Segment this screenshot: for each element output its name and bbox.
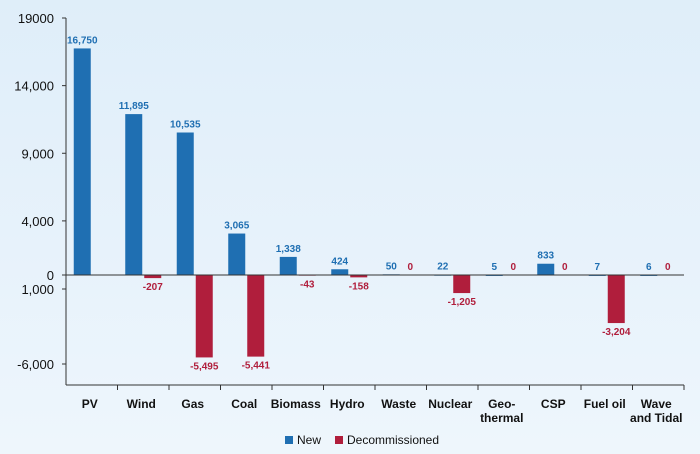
y-tick-label: 1,000 <box>21 282 54 297</box>
bar-decommissioned <box>350 275 368 278</box>
bar-decommissioned <box>195 275 213 358</box>
data-label-new: 10,535 <box>170 120 201 131</box>
data-label-new: 11,895 <box>119 101 149 112</box>
x-category-label: Hydro <box>330 397 365 411</box>
legend-label-new: New <box>297 433 321 447</box>
x-category-label: Gas <box>181 397 204 411</box>
data-label-new: 3,065 <box>224 221 249 232</box>
bar-new <box>279 256 297 275</box>
bar-new <box>73 48 91 276</box>
data-label-decommissioned: 0 <box>510 262 516 273</box>
bar-decommissioned <box>607 275 625 324</box>
data-label-new: 16,750 <box>67 35 98 46</box>
bars-layer <box>73 48 658 358</box>
data-label-new: 833 <box>537 251 554 262</box>
bar-new <box>228 233 246 275</box>
data-label-decommissioned: 0 <box>665 262 671 273</box>
data-label-new: 22 <box>437 262 449 273</box>
data-label-new: 424 <box>331 256 348 267</box>
bar-new <box>125 114 143 275</box>
y-tick-label: 9,000 <box>21 146 54 161</box>
y-tick-label: 4,000 <box>21 214 54 229</box>
y-tick-label: 0 <box>47 268 54 283</box>
bar-new <box>331 269 349 275</box>
x-category-label: Biomass <box>271 397 321 411</box>
data-label-new: 1,338 <box>276 244 301 255</box>
data-label-new: 7 <box>594 262 600 273</box>
data-labels: 16,750 11,895 -207 10,535 -5,495 3,065 -5,441 1… <box>67 35 671 372</box>
x-category-label: Coal <box>231 397 257 411</box>
y-tick-labels: 19000 14,000 9,000 4,000 01,000 -6,000 <box>14 11 66 372</box>
data-label-decommissioned: -5,441 <box>242 361 271 372</box>
x-category-label: Waste <box>381 397 416 411</box>
x-category-label: Wind <box>127 397 156 411</box>
x-category-label: Fuel oil <box>584 397 626 411</box>
bar-decommissioned <box>453 275 471 294</box>
data-label-decommissioned: -158 <box>349 281 369 292</box>
bar-new <box>176 132 194 275</box>
x-category-label: Wave and Tidal <box>630 397 682 425</box>
data-label-new: 6 <box>646 262 652 273</box>
legend-label-decommissioned: Decommissioned <box>347 433 439 447</box>
x-category-label: Nuclear <box>428 397 472 411</box>
x-category-label: CSP <box>541 397 566 411</box>
legend-swatch-decommissioned <box>335 436 343 444</box>
x-category-label: Geo-thermal <box>480 397 523 425</box>
data-label-new: 5 <box>491 262 497 273</box>
data-label-decommissioned: 0 <box>407 262 413 273</box>
data-label-decommissioned: -5,495 <box>190 361 219 372</box>
data-label-decommissioned: -1,205 <box>448 297 477 308</box>
axes-layer <box>65 18 685 390</box>
legend: New Decommissioned <box>285 433 439 447</box>
y-tick-label: 19000 <box>18 11 54 26</box>
data-label-decommissioned: 0 <box>562 262 568 273</box>
y-tick-label: 14,000 <box>14 79 54 94</box>
bar-new <box>537 263 555 275</box>
legend-swatch-new <box>285 436 293 444</box>
bar-decommissioned <box>144 275 162 279</box>
data-label-decommissioned: -3,204 <box>602 327 631 338</box>
y-tick-label: -6,000 <box>17 357 54 372</box>
x-category-label: PV <box>82 397 98 411</box>
x-category-labels: PV Wind Gas Coal Biomass Hydro Waste Nuclear Geo… <box>82 397 683 425</box>
data-label-decommissioned: -43 <box>300 280 315 291</box>
data-label-decommissioned: -207 <box>143 282 163 293</box>
bar-decommissioned <box>247 275 265 357</box>
data-label-new: 50 <box>386 261 398 272</box>
